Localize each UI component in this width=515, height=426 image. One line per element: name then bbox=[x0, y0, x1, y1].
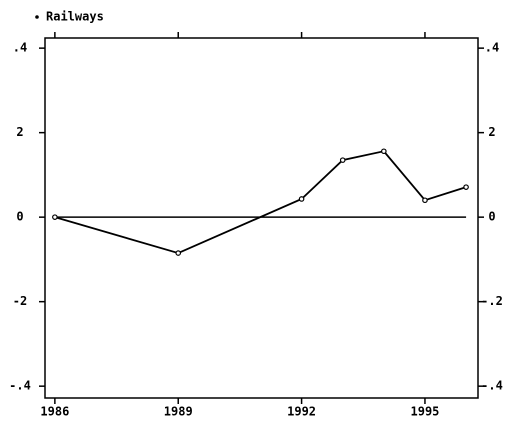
y-tick-label: -.4 bbox=[9, 379, 31, 393]
x-tick-label: 1992 bbox=[287, 405, 316, 419]
y2-tick-label: -.2 bbox=[481, 294, 503, 308]
series-line bbox=[54, 150, 467, 255]
y-tick-label: 2 bbox=[16, 125, 23, 139]
data-point bbox=[422, 197, 428, 204]
x-tick-label: 1995 bbox=[411, 405, 440, 419]
data-point bbox=[175, 250, 182, 256]
data-point bbox=[52, 214, 58, 220]
x-tick-label: 1989 bbox=[164, 405, 193, 419]
y2-tick-label: .4 bbox=[485, 41, 499, 55]
legend-marker bbox=[35, 15, 39, 19]
y-tick-label: -2 bbox=[13, 294, 27, 308]
y2-tick-label: 2 bbox=[488, 125, 495, 139]
data-point bbox=[381, 148, 387, 155]
data-point bbox=[339, 157, 346, 163]
data-point bbox=[463, 184, 469, 190]
legend-label: Railways bbox=[46, 10, 104, 24]
data-point bbox=[298, 196, 305, 202]
y-tick-label: .4 bbox=[13, 41, 27, 55]
plot-frame bbox=[44, 37, 479, 399]
y-tick-label: 0 bbox=[16, 210, 23, 224]
x-tick-label: 1986 bbox=[40, 405, 69, 419]
y2-tick-label: -.4 bbox=[481, 379, 503, 393]
y2-tick-label: 0 bbox=[488, 210, 495, 224]
